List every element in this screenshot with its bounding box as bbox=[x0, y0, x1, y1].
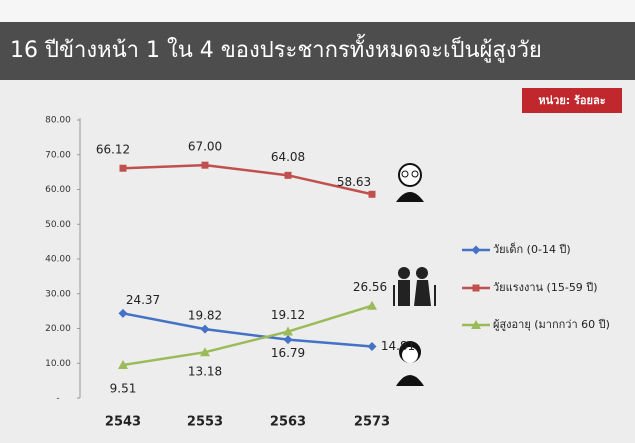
series-line bbox=[123, 165, 372, 194]
top-strip bbox=[0, 0, 635, 22]
couple-icon bbox=[394, 267, 435, 306]
marker bbox=[285, 172, 292, 179]
data-label: 13.18 bbox=[188, 365, 222, 379]
chart-title: 16 ปีข้างหน้า 1 ใน 4 ของประชากรทั้งหมดจะ… bbox=[10, 34, 542, 63]
x-tick-label: 2543 bbox=[105, 415, 141, 430]
marker bbox=[120, 165, 127, 172]
legend-label: วัยแรงงาน (15-59 ปี) bbox=[493, 281, 598, 294]
y-tick-label: 70.00 bbox=[45, 150, 71, 160]
data-label: 24.37 bbox=[126, 293, 160, 307]
data-label: 16.79 bbox=[271, 346, 305, 360]
data-label: 66.12 bbox=[96, 143, 130, 157]
legend-marker bbox=[472, 246, 481, 255]
y-tick-label: 40.00 bbox=[45, 255, 71, 265]
data-label: 64.08 bbox=[271, 150, 305, 164]
x-tick-label: 2573 bbox=[354, 415, 390, 430]
marker bbox=[368, 342, 377, 351]
y-tick-label: 30.00 bbox=[45, 289, 71, 299]
legend-marker bbox=[473, 285, 480, 292]
marker bbox=[202, 162, 209, 169]
data-label: 14.81 bbox=[381, 339, 415, 353]
legend-label: วัยเด็ก (0-14 ปี) bbox=[493, 242, 571, 256]
data-label: 19.12 bbox=[271, 308, 305, 322]
marker bbox=[369, 191, 376, 198]
marker bbox=[284, 335, 293, 344]
unit-note: หน่วย: ร้อยละ bbox=[538, 94, 605, 107]
data-label: 58.63 bbox=[337, 175, 371, 189]
y-tick-label: 80.00 bbox=[45, 116, 71, 126]
x-tick-label: 2553 bbox=[187, 415, 223, 430]
y-tick-label: 50.00 bbox=[45, 220, 71, 230]
chart: 16 ปีข้างหน้า 1 ใน 4 ของประชากรทั้งหมดจะ… bbox=[0, 0, 635, 443]
y-tick-label: 10.00 bbox=[45, 359, 71, 369]
marker bbox=[119, 309, 128, 318]
legend-label: ผู้สูงอายุ (มากกว่า 60 ปี) bbox=[493, 318, 610, 331]
elder-icon bbox=[396, 164, 424, 202]
marker bbox=[367, 301, 377, 310]
y-tick-label: 60.00 bbox=[45, 185, 71, 195]
data-label: 19.82 bbox=[188, 309, 222, 323]
y-tick-label: - bbox=[56, 394, 59, 404]
data-label: 9.51 bbox=[110, 381, 137, 395]
x-tick-label: 2563 bbox=[270, 415, 306, 430]
y-tick-label: 20.00 bbox=[45, 324, 71, 334]
data-label: 26.56 bbox=[353, 280, 387, 294]
marker bbox=[201, 325, 210, 334]
data-label: 67.00 bbox=[188, 140, 222, 154]
